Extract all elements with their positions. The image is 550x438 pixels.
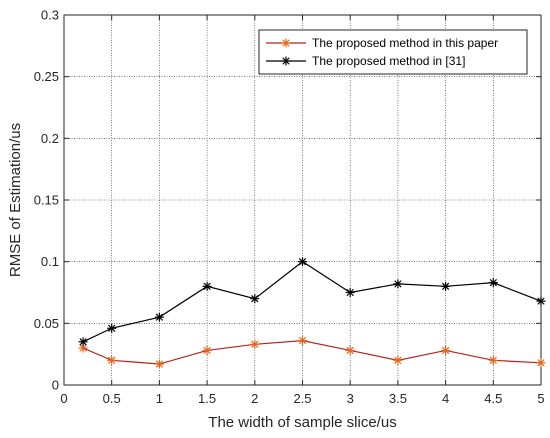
marker-stroke [282, 39, 290, 47]
data-point [441, 281, 451, 291]
marker-stroke [394, 280, 402, 288]
data-point [393, 355, 403, 365]
data-point [298, 257, 307, 267]
y-tick-label: 0.15 [34, 193, 59, 208]
y-axis: 0 0.05 0.1 0.15 0.2 0.25 0.3 [34, 8, 541, 393]
series-1 [78, 336, 546, 369]
y-tick-label: 0.3 [41, 8, 59, 23]
marker-stroke [346, 288, 354, 297]
data-point [107, 355, 117, 365]
marker-stroke [489, 278, 497, 287]
marker-stroke [108, 324, 116, 332]
x-axis-title: The width of sample slice/us [208, 414, 396, 431]
marker-stroke [441, 282, 450, 290]
x-tick-label: 2.5 [293, 391, 311, 406]
x-tick-label: 4.5 [484, 391, 502, 406]
legend-entry-2: The proposed method in [31] [266, 54, 465, 68]
data-point [154, 359, 164, 369]
marker-stroke [251, 295, 259, 303]
data-point [250, 294, 260, 304]
data-point [345, 288, 355, 297]
marker-stroke [282, 57, 290, 65]
series-2 [78, 257, 546, 347]
x-tick-label: 0 [60, 391, 67, 406]
x-tick-label: 2 [251, 391, 258, 406]
marker-stroke [489, 356, 497, 364]
legend-marker [281, 56, 291, 66]
legend-marker [281, 38, 291, 48]
data-point [107, 323, 117, 333]
data-point [536, 358, 546, 368]
x-axis: 0 0.5 1 1.5 2 2.5 3 3.5 4 4.5 5 [60, 15, 545, 406]
marker-stroke [298, 336, 307, 345]
marker-stroke [298, 258, 307, 266]
x-tick-label: 1 [156, 391, 163, 406]
y-tick-label: 0.25 [34, 69, 59, 84]
marker-stroke [441, 346, 450, 355]
marker-stroke [155, 313, 164, 321]
marker-stroke [203, 282, 211, 290]
series-layer [78, 257, 546, 369]
x-tick-label: 5 [537, 391, 544, 406]
legend-entry-1: The proposed method in this paper [266, 36, 498, 50]
legend-label: The proposed method in this paper [312, 36, 498, 50]
data-point [298, 336, 307, 346]
y-axis-title: RMSE of Estimation/us [7, 123, 24, 277]
y-tick-label: 0 [52, 378, 59, 393]
marker-stroke [155, 360, 164, 368]
data-point [488, 355, 498, 365]
data-point [202, 281, 212, 291]
marker-stroke [79, 344, 87, 352]
x-tick-label: 3.5 [389, 391, 407, 406]
marker-stroke [394, 356, 402, 364]
data-point [202, 345, 212, 355]
y-tick-label: 0.1 [41, 254, 59, 269]
data-point [250, 339, 260, 349]
x-tick-label: 3 [347, 391, 354, 406]
legend-label: The proposed method in [31] [312, 54, 465, 68]
marker-stroke [79, 338, 87, 346]
data-point [488, 278, 498, 288]
legend: The proposed method in this paper The pro… [258, 29, 528, 75]
marker-stroke [537, 359, 545, 367]
data-point [345, 345, 355, 355]
data-point [393, 279, 403, 289]
marker-stroke [251, 340, 259, 348]
x-tick-label: 4 [442, 391, 449, 406]
x-tick-label: 0.5 [103, 391, 121, 406]
y-tick-label: 0.2 [41, 131, 59, 146]
marker-stroke [108, 356, 116, 364]
marker-stroke [346, 346, 354, 355]
legend-box [258, 29, 528, 75]
data-point [154, 312, 164, 322]
data-point [536, 296, 546, 306]
y-tick-label: 0.05 [34, 316, 59, 331]
data-point [78, 337, 88, 347]
marker-stroke [203, 346, 211, 355]
x-tick-label: 1.5 [198, 391, 216, 406]
data-point [441, 345, 451, 355]
marker-stroke [537, 297, 545, 305]
